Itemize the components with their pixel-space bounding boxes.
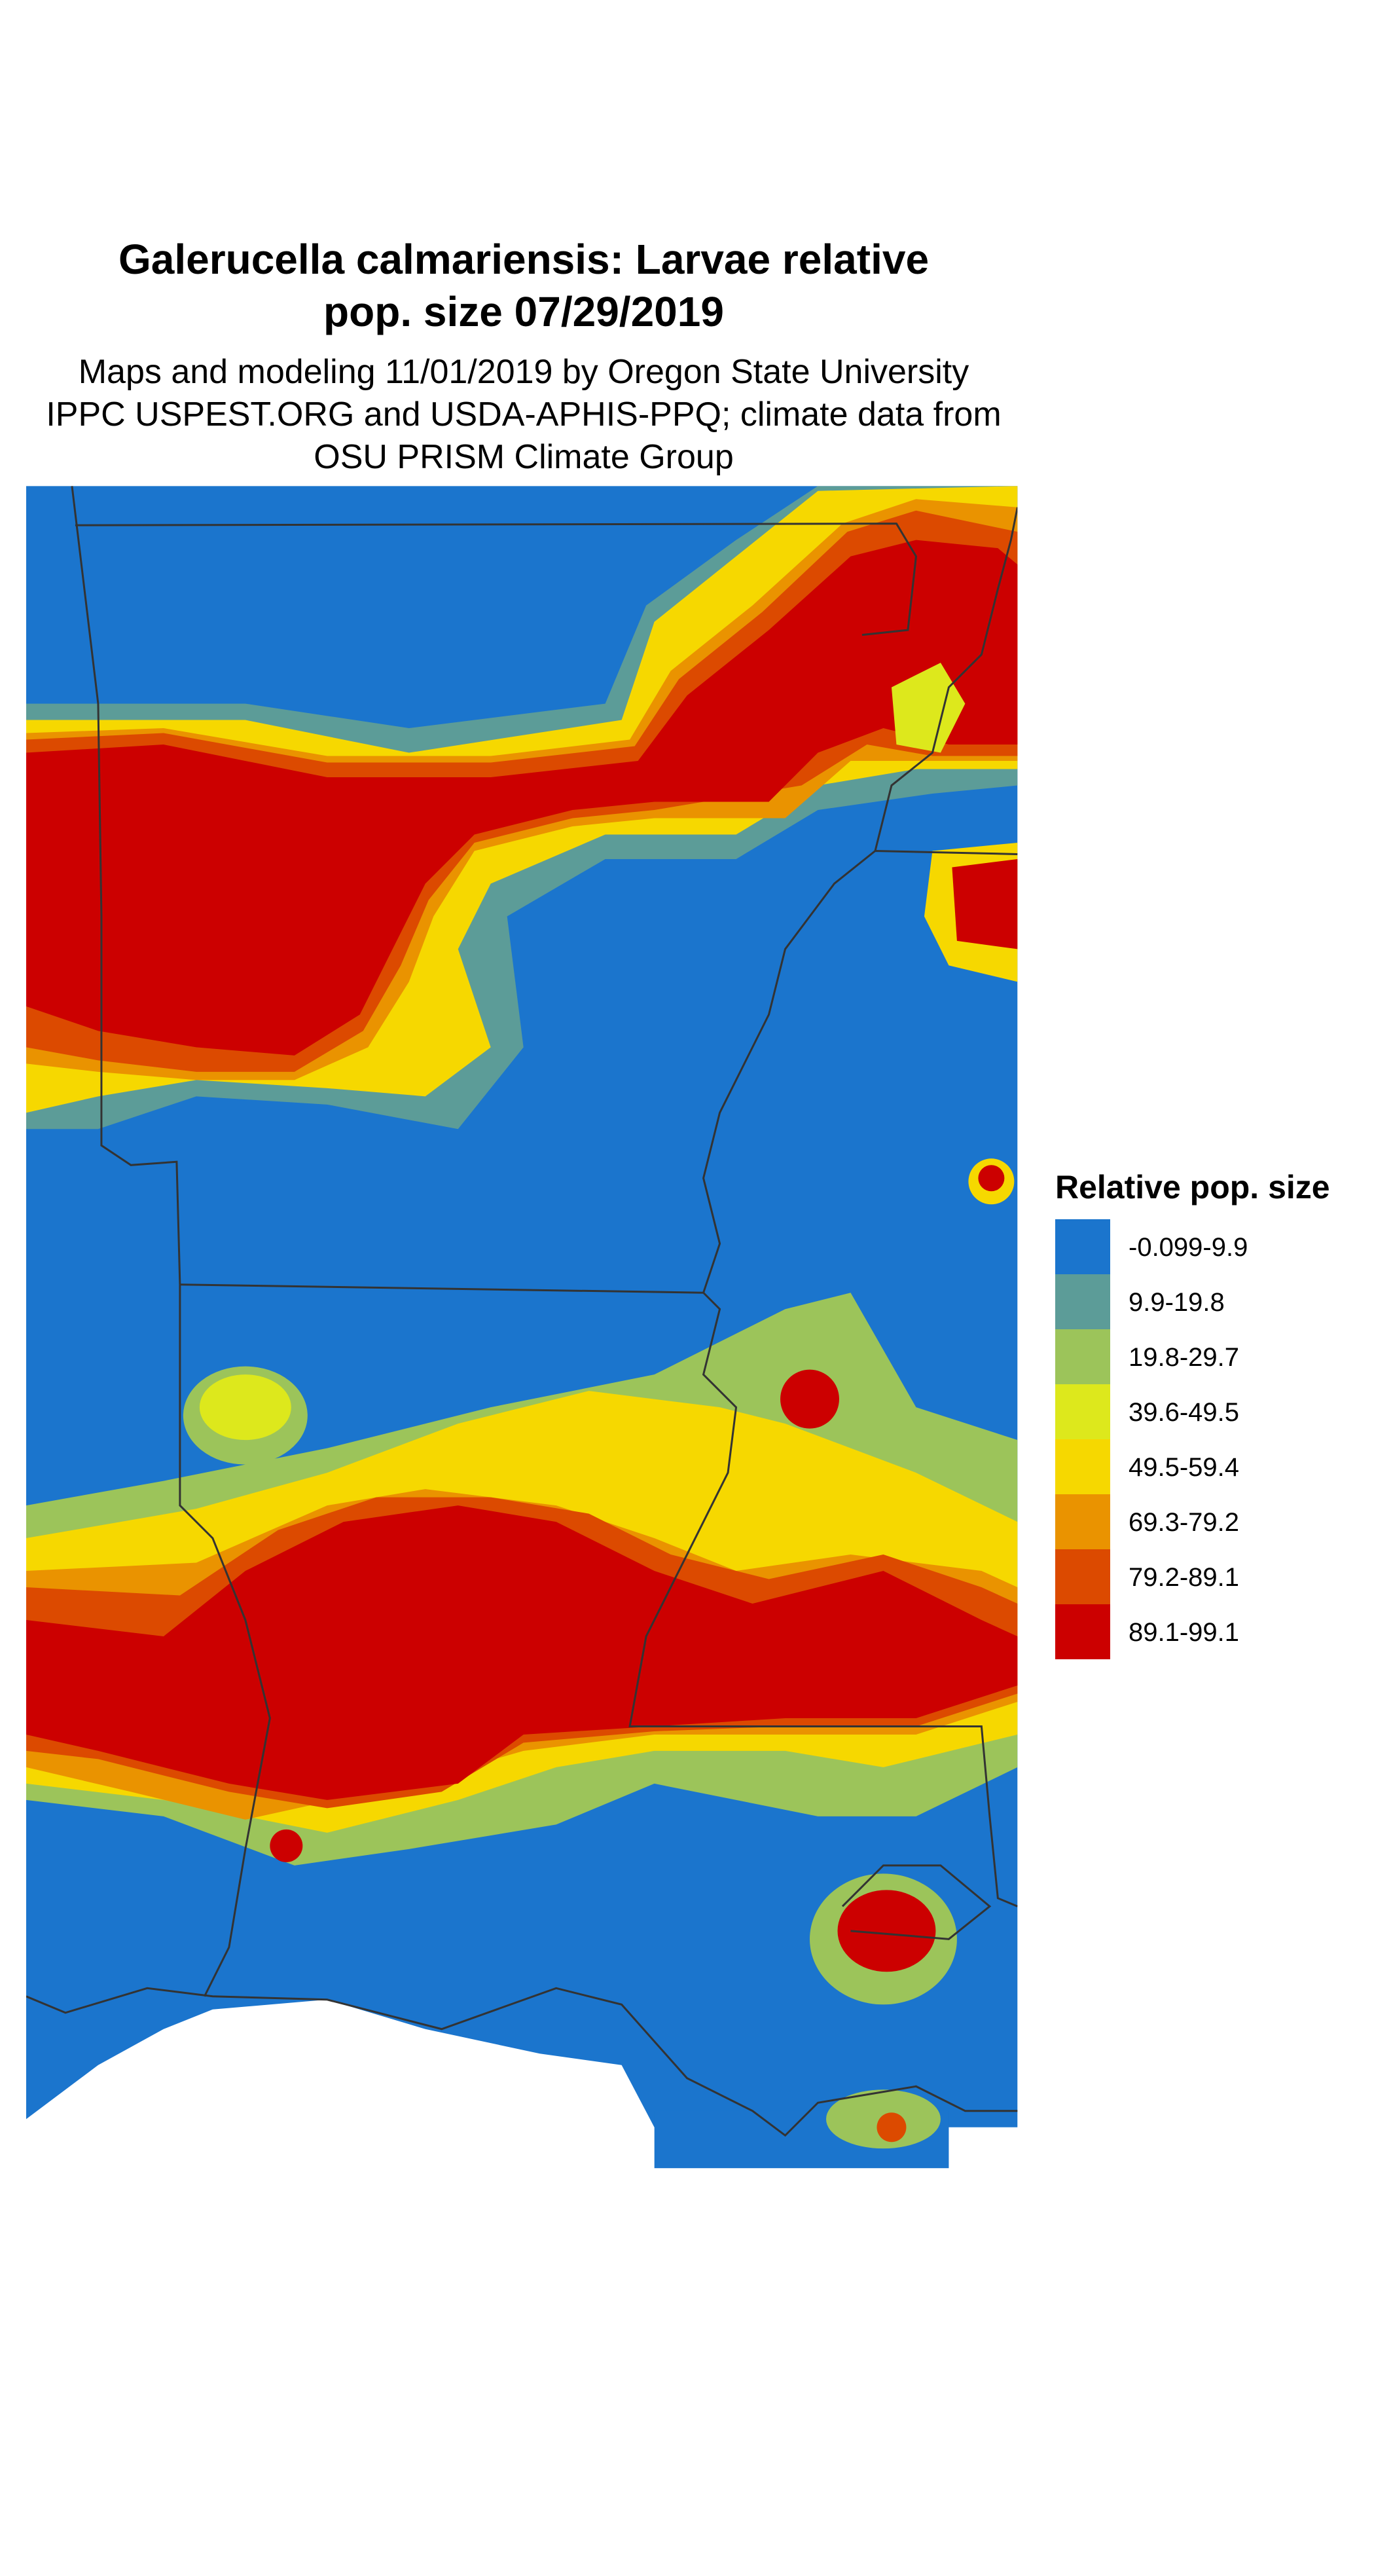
state-borders [26,486,1018,2137]
zone [952,858,1018,949]
legend-label: 39.6-49.5 [1129,1398,1239,1427]
subtitle: Maps and modeling 11/01/2019 by Oregon S… [79,353,969,391]
titles: Galerucella calmariensis: Larvae relativ… [46,236,1001,476]
legend-swatch [1055,1439,1110,1494]
zone [978,1165,1005,1192]
legend-swatch [1055,1219,1110,1274]
zone [26,540,1018,1056]
zone [780,1369,839,1429]
legend-label: 89.1-99.1 [1129,1618,1239,1647]
legend-label: -0.099-9.9 [1129,1233,1248,1262]
legend-title: Relative pop. size [1055,1169,1330,1205]
zone [199,1374,291,1441]
zone [26,1505,1018,1800]
legend: -0.099-9.9 9.9-19.8 19.8-29.7 39.6-49.5 49.5… [1055,1219,1248,1659]
legend-label: 9.9-19.8 [1129,1288,1225,1317]
legend-swatch [1055,1604,1110,1659]
subtitle: IPPC USPEST.ORG and USDA-APHIS-PPQ; clim… [46,396,1001,433]
legend-label: 19.8-29.7 [1129,1343,1239,1372]
legend-swatch [1055,1329,1110,1384]
zone [877,2112,907,2143]
map [26,486,1018,2172]
chart-title: Galerucella calmariensis: Larvae relativ… [118,236,929,283]
gulf [26,1999,655,2172]
legend-swatch [1055,1494,1110,1549]
zone [270,1829,303,1862]
legend-swatch [1055,1274,1110,1329]
legend-label: 49.5-59.4 [1129,1453,1239,1482]
legend-label: 79.2-89.1 [1129,1563,1239,1592]
legend-label: 69.3-79.2 [1129,1508,1239,1537]
zone [891,663,966,753]
legend-swatch [1055,1384,1110,1439]
subtitle: OSU PRISM Climate Group [314,438,734,476]
chart-title: pop. size 07/29/2019 [323,288,724,335]
legend-swatch [1055,1549,1110,1604]
zone [837,1890,936,1972]
